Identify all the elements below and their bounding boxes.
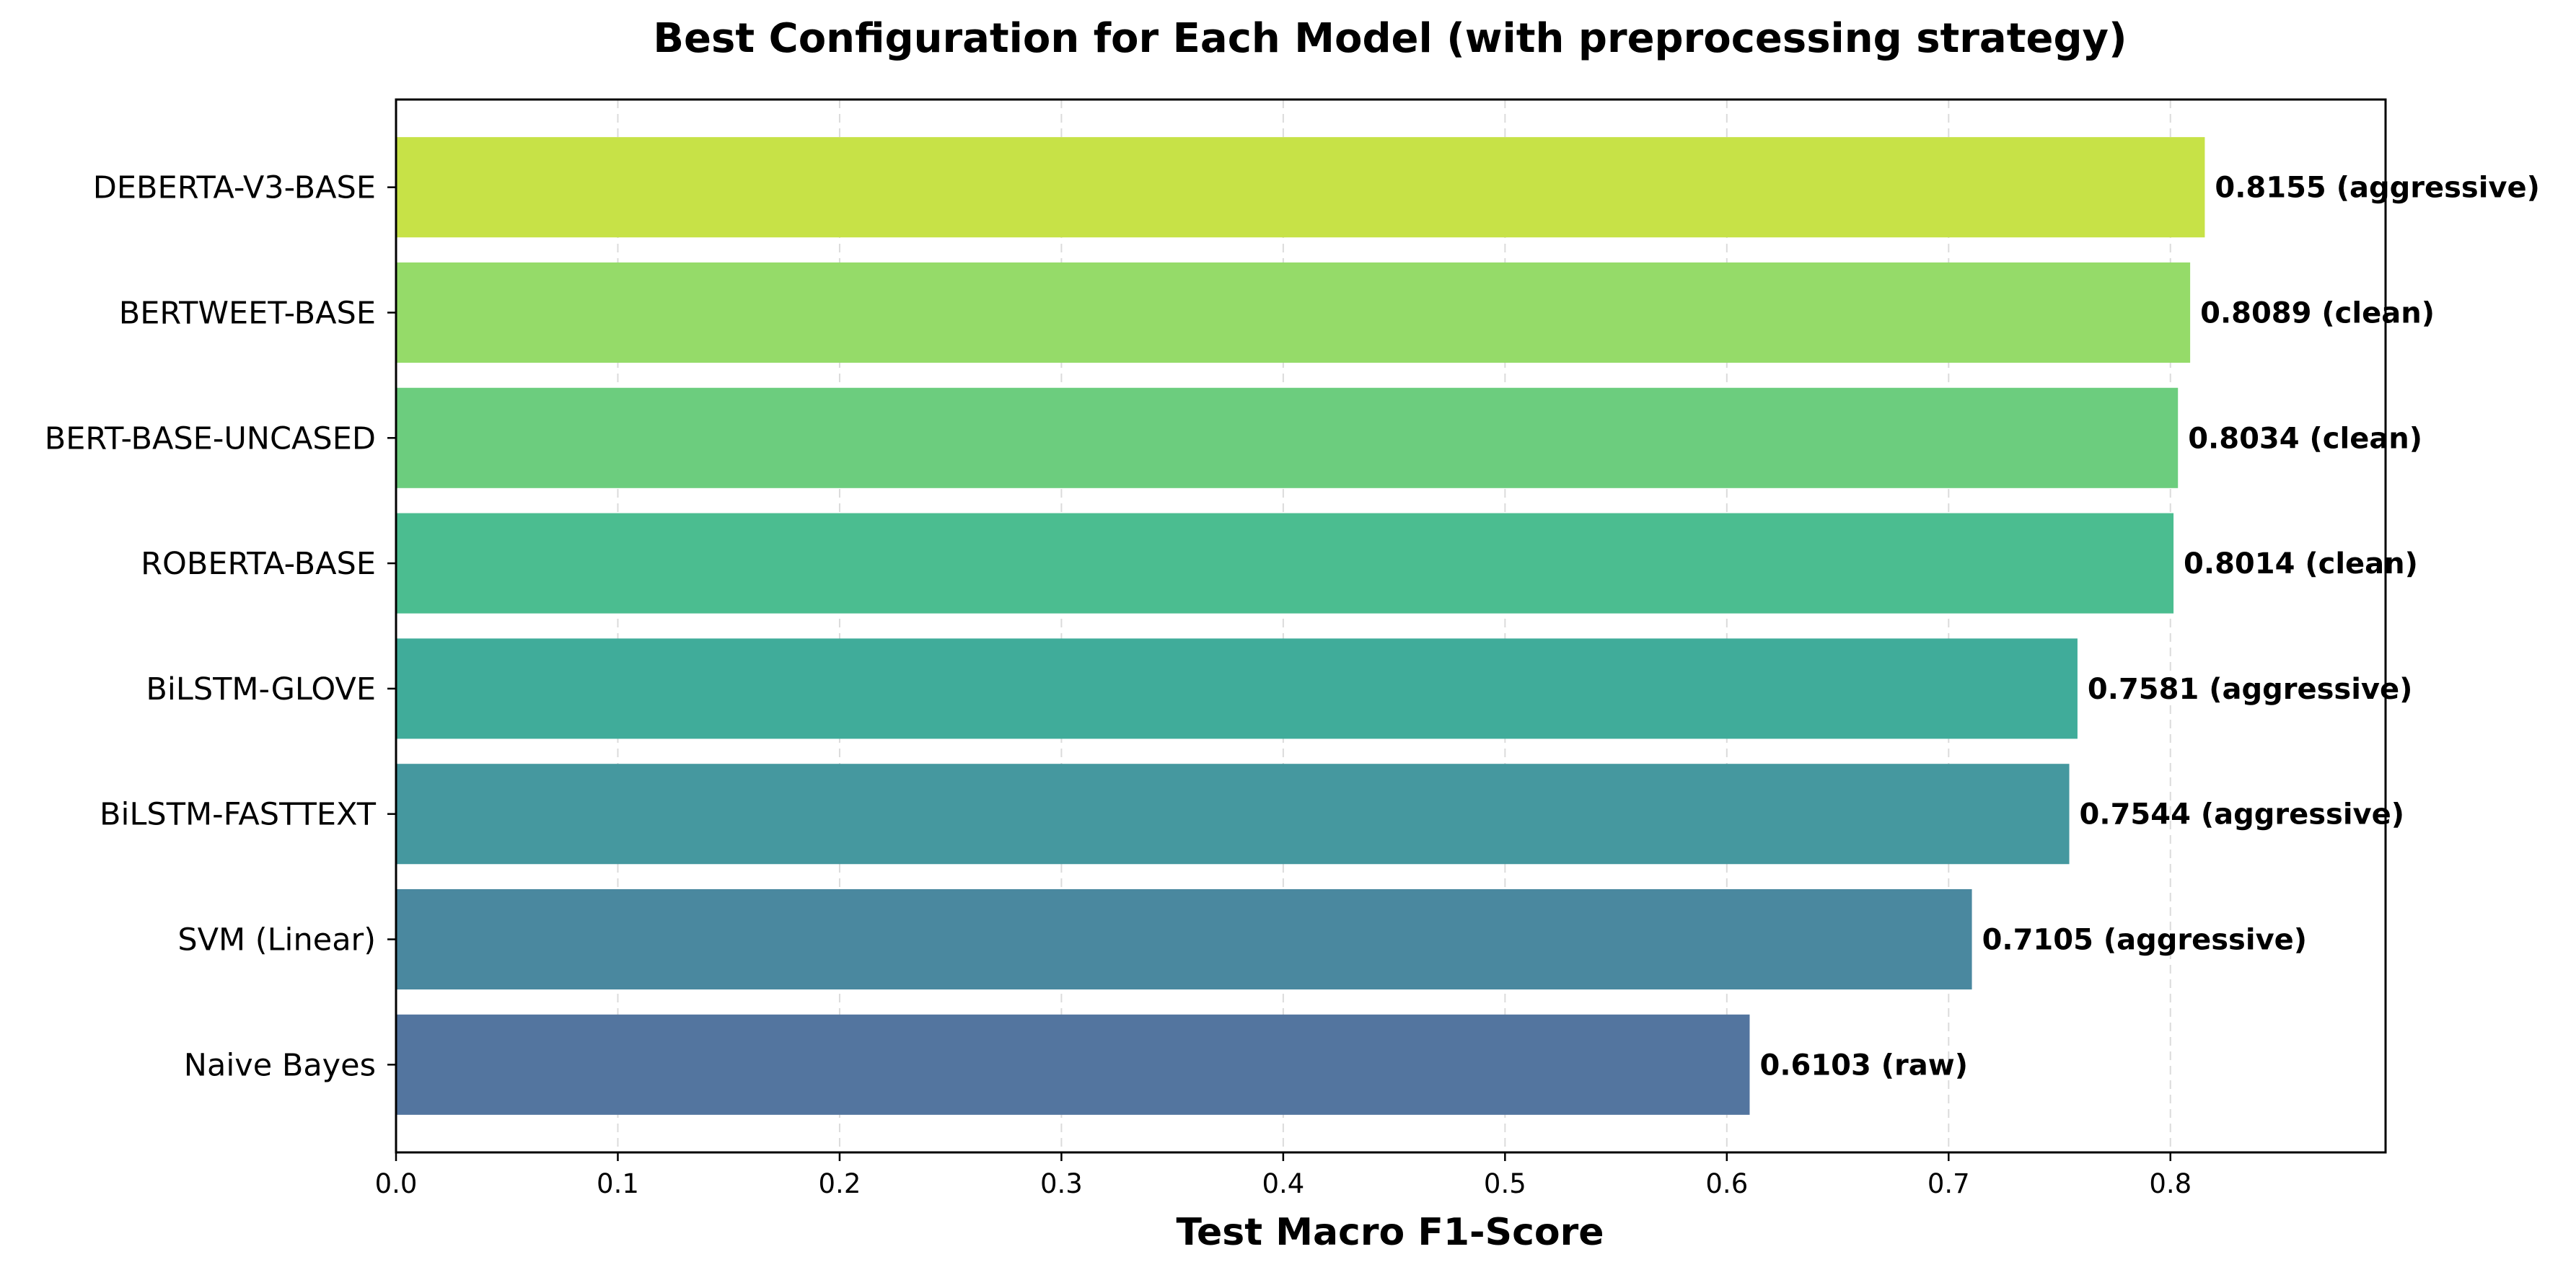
category-label: BERT-BASE-UNCASED (45, 420, 376, 456)
bar-value-label: 0.7105 (aggressive) (1982, 924, 2308, 957)
chart-title: Best Configuration for Each Model (with … (653, 15, 2127, 62)
category-label: BiLSTM-GLOVE (146, 671, 376, 707)
bar (396, 889, 1972, 990)
bar (396, 764, 2070, 865)
plot-frame (395, 98, 2387, 1154)
x-tick-label: 0.2 (819, 1168, 861, 1199)
bar-value-label: 0.8014 (clean) (2184, 547, 2418, 581)
category-label: SVM (Linear) (177, 922, 376, 958)
x-tick-label: 0.0 (375, 1168, 418, 1199)
bar-value-label: 0.6103 (raw) (1759, 1049, 1968, 1082)
bar (396, 1014, 1750, 1115)
x-axis-ticks: 0.0 0.1 0.2 0.3 0.4 0.5 0.6 0.7 0.8 (375, 1152, 2192, 1199)
bar-value-label: 0.8034 (clean) (2188, 422, 2422, 455)
category-label: BERTWEET-BASE (119, 295, 376, 331)
bar-value-label: 0.8089 (clean) (2200, 296, 2435, 330)
bar (396, 137, 2205, 238)
x-tick-label: 0.5 (1484, 1168, 1526, 1199)
x-tick-label: 0.1 (597, 1168, 639, 1199)
bar-value-label: 0.7544 (aggressive) (2080, 798, 2405, 831)
x-tick-label: 0.8 (2149, 1168, 2192, 1199)
bar (396, 638, 2078, 739)
x-tick-label: 0.4 (1262, 1168, 1304, 1199)
bar (396, 513, 2174, 614)
category-label: DEBERTA-V3-BASE (93, 170, 376, 206)
bar (396, 262, 2191, 363)
bar (396, 387, 2179, 488)
x-axis-label: Test Macro F1-Score (1176, 1211, 1604, 1254)
data-labels: 0.8155 (aggressive) 0.8089 (clean) 0.8034 … (1759, 172, 2539, 1082)
category-label: ROBERTA-BASE (141, 546, 376, 582)
x-tick-label: 0.3 (1040, 1168, 1083, 1199)
bar-value-label: 0.7581 (aggressive) (2088, 673, 2413, 706)
bar-value-label: 0.8155 (aggressive) (2215, 172, 2540, 205)
x-tick-label: 0.7 (1927, 1168, 1970, 1199)
bars (396, 137, 2205, 1115)
category-label: Naive Bayes (184, 1047, 376, 1083)
category-labels: DEBERTA-V3-BASE BERTWEET-BASE BERT-BASE-UN… (45, 170, 396, 1083)
category-label: BiLSTM-FASTTEXT (100, 797, 377, 833)
x-tick-label: 0.6 (1705, 1168, 1748, 1199)
